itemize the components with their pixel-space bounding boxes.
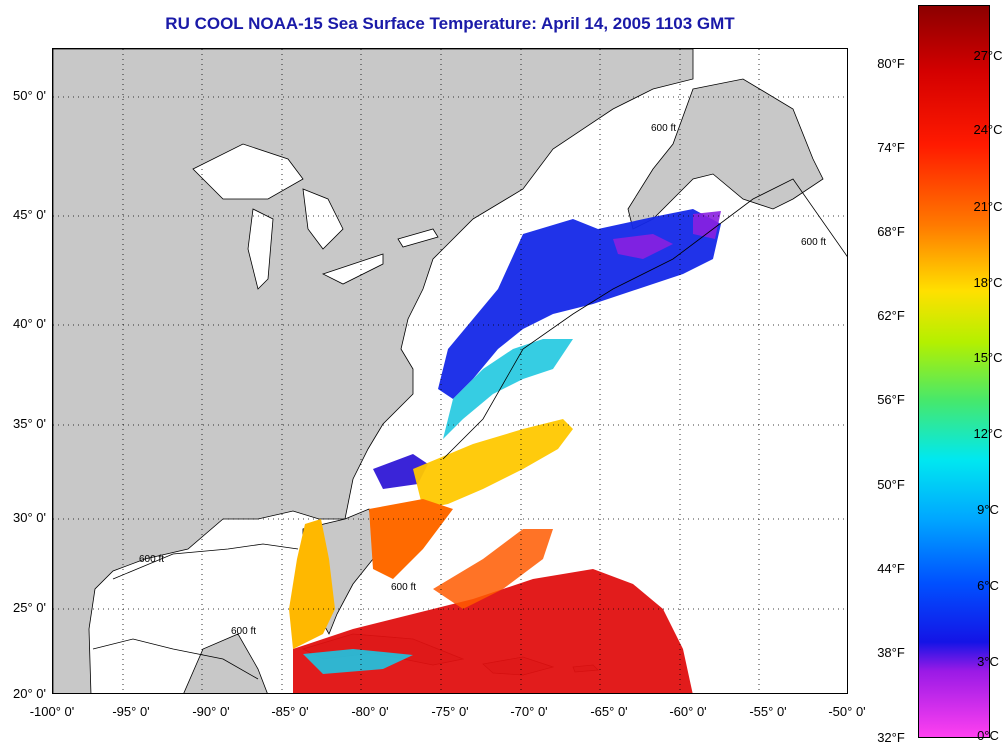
lon-tick-100: -100° 0' (29, 704, 75, 719)
lon-tick-70: -70° 0' (510, 704, 548, 719)
lat-tick-35: 35° 0' (13, 416, 46, 431)
lat-tick-20: 20° 0' (13, 686, 46, 701)
contour-label-gulf-south: 600 ft (231, 626, 256, 637)
sst-map-canvas: 600 ft 600 ft 600 ft 600 ft 600 ft (53, 49, 847, 693)
temperature-colorbar (918, 5, 990, 738)
colorbar-f-38: 38°F (877, 645, 905, 660)
lon-tick-90: -90° 0' (192, 704, 230, 719)
colorbar-c-12: 12°C (973, 426, 1003, 441)
map-title: RU COOL NOAA-15 Sea Surface Temperature:… (165, 14, 735, 33)
colorbar-c-9: 9°C (977, 502, 999, 517)
colorbar-c-21: 21°C (973, 199, 1003, 214)
lat-tick-25: 25° 0' (13, 600, 46, 615)
yucatan (183, 633, 268, 693)
sst-mid-atlantic (443, 339, 573, 439)
lon-tick-80: -80° 0' (351, 704, 389, 719)
contour-label-florida: 600 ft (391, 582, 416, 593)
lon-tick-60: -60° 0' (669, 704, 707, 719)
sst-caribbean-cyan (303, 649, 413, 674)
sst-gulf-strip (289, 519, 335, 649)
lat-tick-30: 30° 0' (13, 510, 46, 525)
north-america-landmass (53, 49, 694, 693)
lat-tick-50: 50° 0' (13, 88, 46, 103)
colorbar-f-74: 74°F (877, 140, 905, 155)
sst-warm-east-florida (369, 499, 453, 579)
contour-600ft-atlantic (442, 178, 847, 460)
great-lakes (192, 143, 439, 290)
lon-tick-85: -85° 0' (271, 704, 309, 719)
lon-tick-95: -95° 0' (112, 704, 150, 719)
contour-label-east: 600 ft (801, 237, 826, 248)
colorbar-f-32: 32°F (877, 730, 905, 745)
colorbar-c-27: 27°C (973, 48, 1003, 63)
sst-carolina-cold (373, 454, 428, 489)
colorbar-f-62: 62°F (877, 308, 905, 323)
colorbar-c-24: 24°C (973, 122, 1003, 137)
sst-cold-shelf (438, 209, 721, 399)
lat-tick-45: 45° 0' (13, 207, 46, 222)
colorbar-f-50: 50°F (877, 477, 905, 492)
colorbar-f-56: 56°F (877, 392, 905, 407)
sst-very-cold (613, 211, 721, 259)
colorbar-f-44: 44°F (877, 561, 905, 576)
lon-tick-50: -50° 0' (828, 704, 866, 719)
contour-600ft-gulf (92, 543, 299, 680)
sst-map[interactable]: 600 ft 600 ft 600 ft 600 ft 600 ft (52, 48, 848, 694)
lon-tick-75: -75° 0' (431, 704, 469, 719)
colorbar-c-0: 0°C (977, 728, 999, 743)
lat-tick-40: 40° 0' (13, 316, 46, 331)
colorbar-c-15: 15°C (973, 350, 1003, 365)
lon-tick-65: -65° 0' (590, 704, 628, 719)
colorbar-f-68: 68°F (877, 224, 905, 239)
maritime-landmass (627, 78, 824, 230)
colorbar-c-6: 6°C (977, 578, 999, 593)
contour-label-gulf: 600 ft (139, 554, 164, 565)
contour-label-north: 600 ft (651, 123, 676, 134)
lon-tick-55: -55° 0' (749, 704, 787, 719)
colorbar-c-18: 18°C (973, 275, 1003, 290)
colorbar-f-80: 80°F (877, 56, 905, 71)
colorbar-c-3: 3°C (977, 654, 999, 669)
sst-sargasso-orange (433, 529, 553, 609)
sst-gulf-stream (413, 419, 573, 509)
